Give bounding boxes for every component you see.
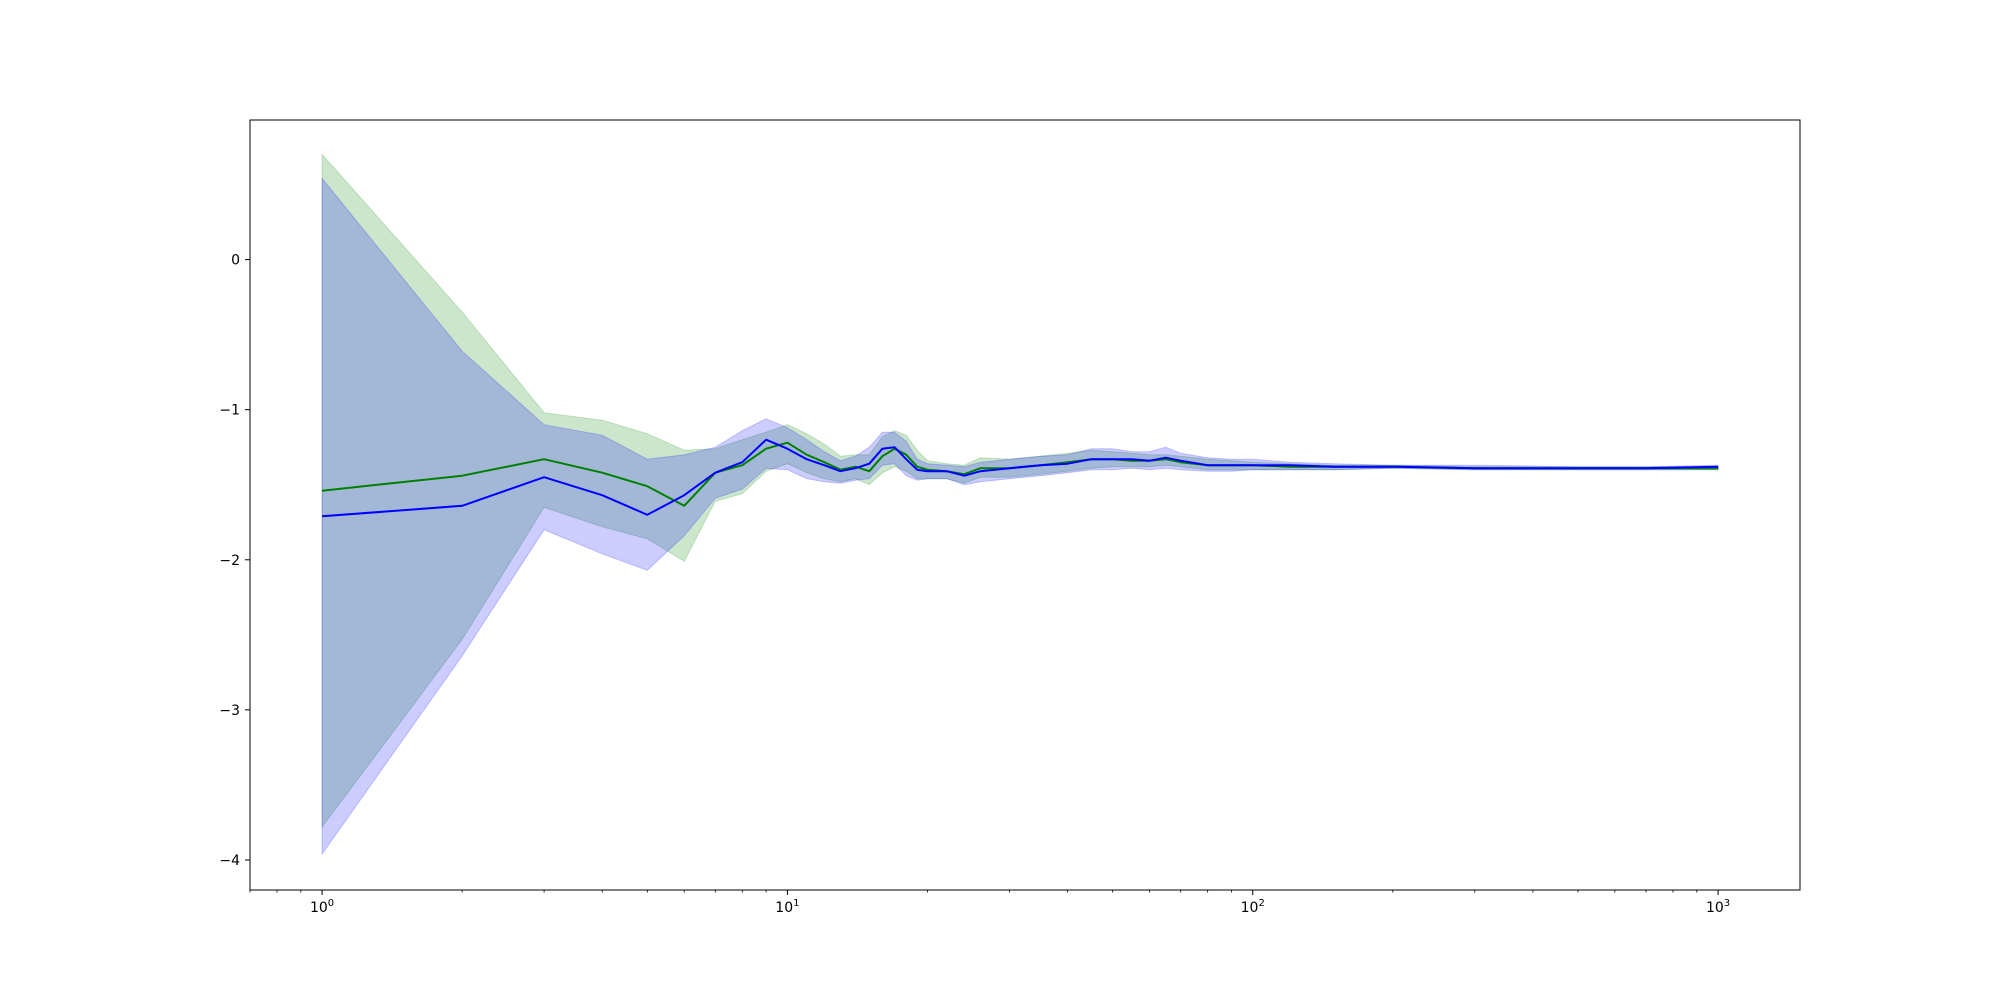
x-tick-label: 100 <box>310 898 334 916</box>
y-tick-label: −3 <box>219 703 240 719</box>
series-lines <box>321 438 1719 518</box>
series-line-2 <box>322 438 1719 518</box>
x-tick-label: 101 <box>775 898 799 916</box>
y-tick-label: −2 <box>219 553 240 569</box>
y-tick-label: −1 <box>219 403 240 419</box>
plot-frame <box>249 119 1801 891</box>
y-tick-label: 0 <box>231 253 240 269</box>
confidence-bands <box>321 153 1719 856</box>
x-tick-label: 102 <box>1241 898 1265 916</box>
y-tick-label: −4 <box>219 853 240 869</box>
confidence-band-1 <box>321 153 1719 829</box>
x-tick-label: 103 <box>1706 898 1730 916</box>
confidence-band-2 <box>321 177 1719 856</box>
x-axis: 100 101 102 103 <box>249 890 1730 916</box>
y-axis: 0 −1 −2 −3 −4 <box>219 253 250 869</box>
